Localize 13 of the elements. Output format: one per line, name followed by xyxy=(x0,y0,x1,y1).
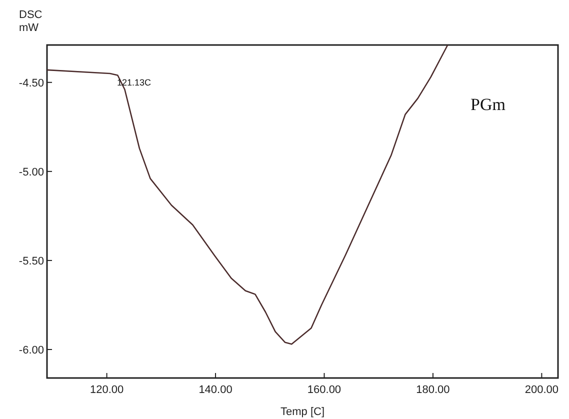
annotation: PGm xyxy=(470,95,506,114)
y-tick-label: -6.00 xyxy=(18,344,44,357)
y-tick-label: -5.00 xyxy=(18,166,44,178)
x-tick-label: 180.00 xyxy=(416,384,450,396)
x-tick-label: 140.00 xyxy=(198,384,232,396)
x-axis-title: Temp [C] xyxy=(280,406,325,418)
y-tick-label: -4.50 xyxy=(18,77,44,90)
x-tick-label: 120.00 xyxy=(90,384,124,396)
y-tick-label: -5.50 xyxy=(18,255,44,268)
y-axis-title: DSC mW xyxy=(19,9,42,34)
x-tick-label: 160.00 xyxy=(307,384,342,396)
line-series xyxy=(46,44,448,345)
x-tick-label: 200.00 xyxy=(524,384,559,396)
